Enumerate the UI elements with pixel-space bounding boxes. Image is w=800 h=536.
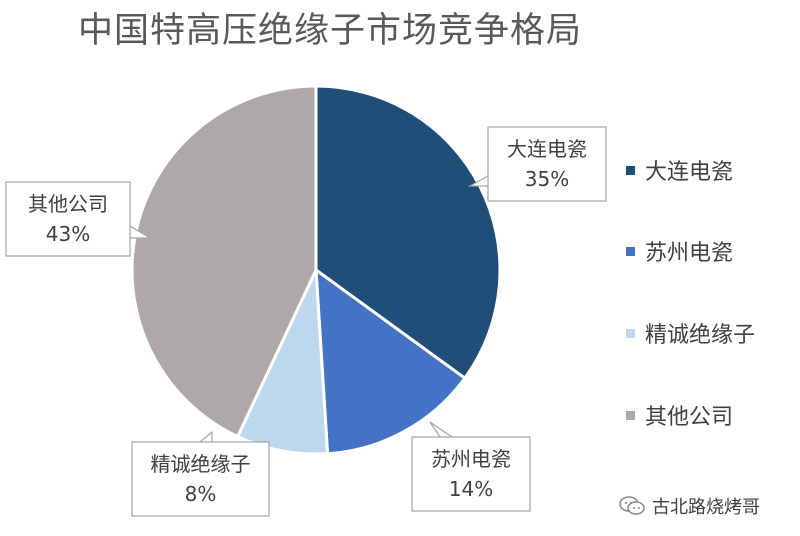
legend-label: 其他公司 bbox=[645, 405, 734, 430]
data-label-name: 大连电瓷 bbox=[507, 137, 587, 161]
data-label-percent: 8% bbox=[184, 482, 217, 506]
watermark: 古北路烧烤哥 bbox=[618, 493, 760, 519]
legend-item: 其他公司 bbox=[626, 400, 733, 430]
pie-slice-3 bbox=[235, 269, 330, 456]
legend-label: 精诚绝缘子 bbox=[645, 323, 756, 348]
callout-box-4 bbox=[5, 181, 153, 257]
data-label-3: 精诚绝缘子 8% bbox=[132, 449, 269, 509]
data-label-percent: 35% bbox=[524, 167, 570, 191]
legend-item: 苏州电瓷 bbox=[626, 236, 733, 266]
callout-box-2 bbox=[411, 421, 531, 512]
legend-swatch bbox=[626, 410, 635, 420]
callout-box-1 bbox=[467, 126, 607, 202]
callout-box-3 bbox=[131, 430, 270, 517]
legend-item: 大连电瓷 bbox=[626, 155, 733, 185]
data-label-percent: 14% bbox=[448, 477, 494, 501]
legend-swatch bbox=[626, 246, 635, 256]
legend-item: 精诚绝缘子 bbox=[626, 318, 755, 348]
data-label-2: 苏州电瓷 14% bbox=[412, 444, 530, 504]
data-label-name: 精诚绝缘子 bbox=[150, 452, 251, 476]
data-label-4: 其他公司 43% bbox=[6, 189, 130, 249]
data-label-percent: 43% bbox=[45, 222, 91, 246]
chart-title: 中国特高压绝缘子市场竞争格局 bbox=[78, 11, 583, 51]
legend-label: 苏州电瓷 bbox=[645, 241, 734, 266]
data-label-name: 苏州电瓷 bbox=[431, 447, 511, 471]
legend-swatch bbox=[626, 165, 635, 175]
legend-swatch bbox=[626, 328, 635, 338]
legend-label: 大连电瓷 bbox=[645, 160, 734, 185]
wechat-icon bbox=[619, 496, 645, 515]
watermark-text: 古北路烧烤哥 bbox=[652, 497, 760, 518]
data-label-1: 大连电瓷 35% bbox=[488, 134, 606, 194]
pie-slice-2 bbox=[314, 266, 467, 456]
data-label-name: 其他公司 bbox=[28, 192, 108, 216]
